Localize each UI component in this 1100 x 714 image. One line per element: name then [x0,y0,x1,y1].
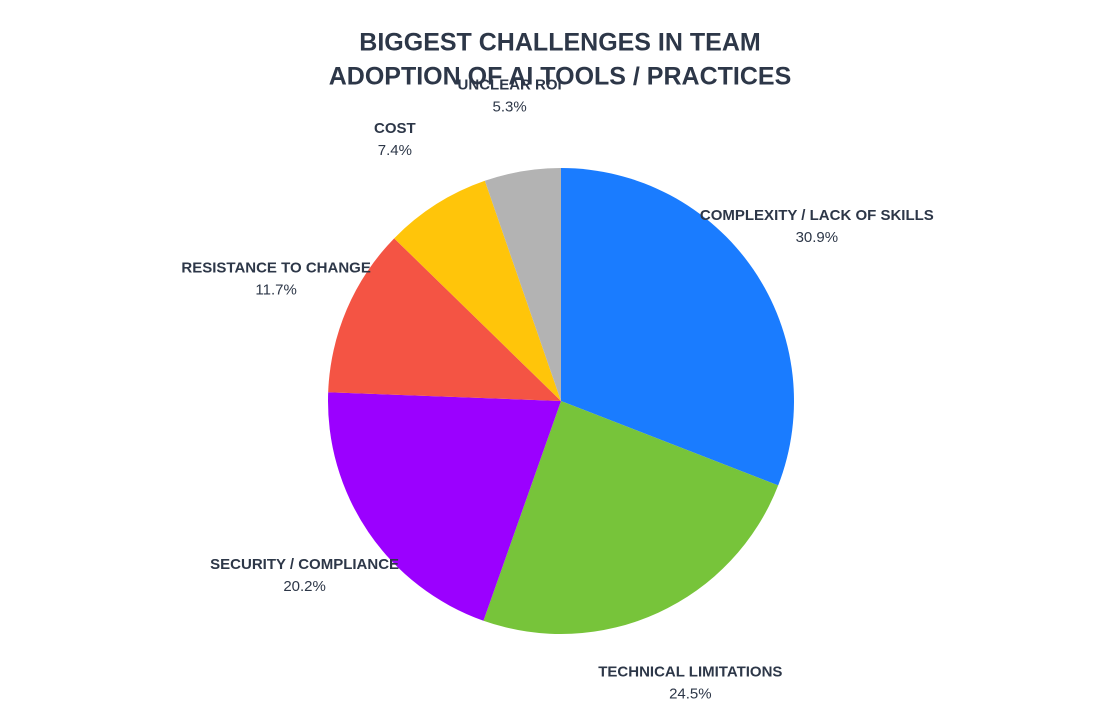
slice-value-label: 24.5% [669,686,712,703]
chart-title: ADOPTION OF AI TOOLS / PRACTICES [329,63,792,91]
slice-label: UNCLEAR ROI [458,76,562,93]
pie-slice [328,238,561,401]
pie-slice [483,401,779,634]
pie-slice [327,392,561,621]
slice-value-label: 5.3% [493,98,527,115]
slice-label: COST [374,120,416,137]
pie-slice [484,168,561,401]
slice-label: COMPLEXITY / LACK OF SKILLS [700,207,934,224]
chart-title: BIGGEST CHALLENGES IN TEAM [359,29,760,57]
slice-value-label: 30.9% [796,229,839,246]
slice-value-label: 20.2% [283,578,326,595]
slice-value-label: 11.7% [255,282,296,299]
slice-value-label: 7.4% [378,142,412,159]
slice-label: TECHNICAL LIMITATIONS [598,664,782,681]
slice-label: SECURITY / COMPLIANCE [210,556,399,573]
pie-slice [394,180,561,401]
pie-slice [561,168,794,486]
slice-label: RESISTANCE TO CHANGE [181,260,370,277]
